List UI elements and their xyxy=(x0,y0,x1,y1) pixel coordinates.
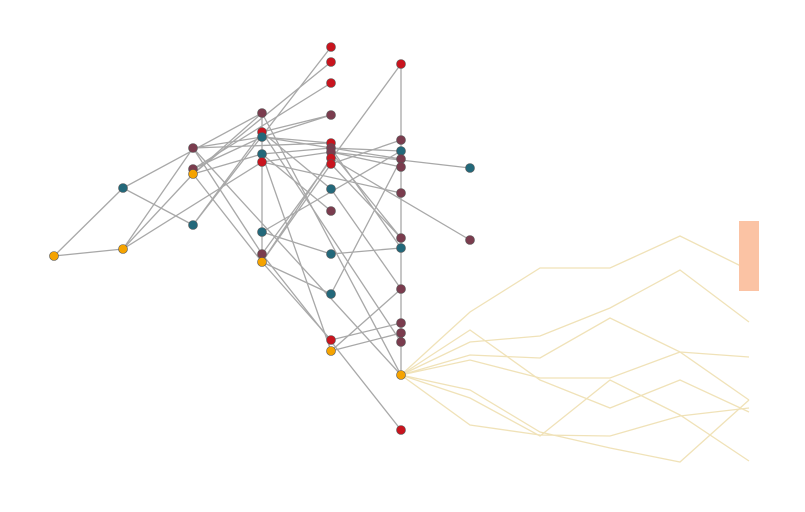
graph-edge xyxy=(330,247,402,255)
graph-node-teal[interactable] xyxy=(188,220,198,230)
graph-edge xyxy=(192,173,263,263)
graph-edge xyxy=(261,231,332,255)
graph-edge xyxy=(330,322,402,341)
highlight-bar xyxy=(739,221,759,291)
graph-edge xyxy=(330,151,402,239)
flow-line xyxy=(400,374,750,463)
graph-node-maroon[interactable] xyxy=(396,318,406,328)
flow-line xyxy=(400,269,750,376)
graph-node-maroon[interactable] xyxy=(396,135,406,145)
graph-edge xyxy=(53,248,124,257)
flow-line xyxy=(400,374,750,437)
graph-node-maroon[interactable] xyxy=(326,110,336,120)
graph-edge xyxy=(53,187,124,257)
graph-node-teal[interactable] xyxy=(396,146,406,156)
graph-node-red[interactable] xyxy=(326,57,336,67)
graph-edge xyxy=(330,158,402,295)
graph-node-orange[interactable] xyxy=(257,257,267,267)
graph-edge xyxy=(330,163,402,239)
graph-edge xyxy=(192,147,402,376)
graph-edge xyxy=(192,153,263,175)
graph-edge xyxy=(261,163,332,263)
graph-edge xyxy=(122,161,263,250)
graph-node-maroon[interactable] xyxy=(396,154,406,164)
flow-line xyxy=(400,317,750,376)
graph-edge xyxy=(122,173,194,250)
graph-edge xyxy=(330,288,402,352)
graph-edge xyxy=(330,139,402,165)
graph-node-teal[interactable] xyxy=(257,149,267,159)
graph-node-red[interactable] xyxy=(326,159,336,169)
graph-edge xyxy=(261,147,332,155)
graph-edge xyxy=(261,153,332,212)
flow-bundle xyxy=(400,235,750,463)
graph-node-maroon[interactable] xyxy=(465,235,475,245)
graph-edge xyxy=(330,151,402,168)
graph-node-teal[interactable] xyxy=(118,183,128,193)
graph-edge xyxy=(330,332,402,352)
flow-line xyxy=(400,374,750,462)
graph-node-maroon[interactable] xyxy=(396,233,406,243)
graph-edge xyxy=(122,147,194,250)
graph-node-maroon[interactable] xyxy=(396,337,406,347)
graph-node-maroon[interactable] xyxy=(396,284,406,294)
graph-node-orange[interactable] xyxy=(49,251,59,261)
graph-edge xyxy=(192,136,263,149)
graph-node-orange[interactable] xyxy=(326,346,336,356)
graph-node-teal[interactable] xyxy=(326,289,336,299)
graph-node-maroon[interactable] xyxy=(396,328,406,338)
flow-line xyxy=(400,351,750,401)
graph-edge xyxy=(261,261,332,295)
graph-edge xyxy=(261,261,332,341)
graph-node-maroon[interactable] xyxy=(396,188,406,198)
graph-edge xyxy=(261,151,332,163)
graph-node-orange[interactable] xyxy=(118,244,128,254)
edge-layer xyxy=(53,46,471,431)
graph-node-red[interactable] xyxy=(396,425,406,435)
graph-node-maroon[interactable] xyxy=(257,249,267,259)
graph-node-maroon[interactable] xyxy=(257,108,267,118)
graph-edge xyxy=(330,188,402,290)
graph-edge xyxy=(261,114,332,133)
graph-node-maroon[interactable] xyxy=(396,162,406,172)
flow-line xyxy=(400,329,750,413)
graph-edge xyxy=(261,112,402,376)
graph-edge xyxy=(261,136,332,144)
node-layer xyxy=(49,42,475,435)
flow-line xyxy=(400,235,750,376)
graph-node-teal[interactable] xyxy=(465,163,475,173)
graph-edge xyxy=(330,147,402,249)
graph-node-teal[interactable] xyxy=(396,243,406,253)
graph-edge xyxy=(261,161,402,194)
graph-edge xyxy=(261,114,332,138)
graph-node-teal[interactable] xyxy=(257,227,267,237)
graph-node-red[interactable] xyxy=(257,157,267,167)
graph-node-orange[interactable] xyxy=(188,169,198,179)
graph-node-red[interactable] xyxy=(396,59,406,69)
graph-node-red[interactable] xyxy=(326,42,336,52)
graph-node-teal[interactable] xyxy=(326,184,336,194)
graph-edge xyxy=(192,147,263,255)
graph-node-orange[interactable] xyxy=(396,370,406,380)
graph-edge xyxy=(192,136,263,170)
graph-node-teal[interactable] xyxy=(326,249,336,259)
graph-edge xyxy=(261,153,332,352)
graph-node-red[interactable] xyxy=(326,78,336,88)
graph-node-maroon[interactable] xyxy=(188,143,198,153)
graph-edge xyxy=(330,147,402,152)
graph-node-maroon[interactable] xyxy=(326,206,336,216)
graph-edge xyxy=(122,187,194,226)
graph-node-red[interactable] xyxy=(326,335,336,345)
graph-node-teal[interactable] xyxy=(257,132,267,142)
